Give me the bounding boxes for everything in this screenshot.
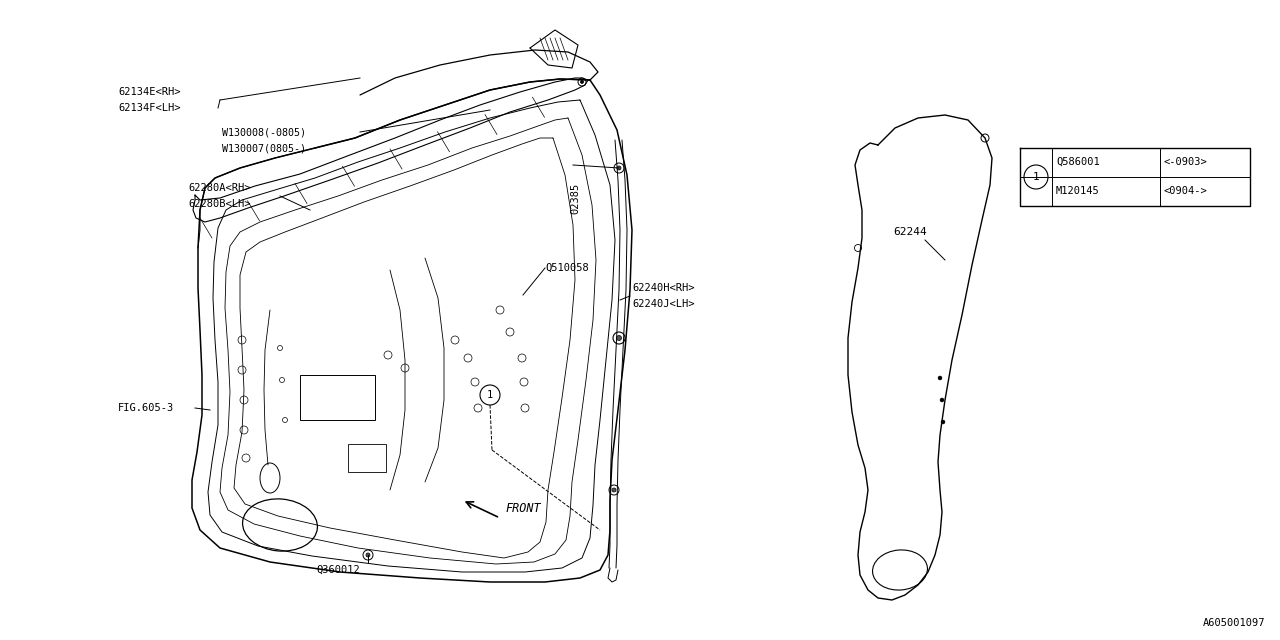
Text: 02385: 02385 <box>570 182 580 214</box>
Text: 1: 1 <box>1033 172 1039 182</box>
Text: 62134E<RH>: 62134E<RH> <box>118 87 180 97</box>
Text: A605001097: A605001097 <box>1202 618 1265 628</box>
Text: 62244: 62244 <box>893 227 927 237</box>
Circle shape <box>941 420 945 424</box>
Circle shape <box>366 553 370 557</box>
Text: FIG.605-3: FIG.605-3 <box>118 403 174 413</box>
Bar <box>300 375 375 420</box>
Text: 62240J<LH>: 62240J<LH> <box>632 299 695 309</box>
Text: 62134F<LH>: 62134F<LH> <box>118 103 180 113</box>
Text: 1: 1 <box>486 390 493 400</box>
Text: Q586001: Q586001 <box>1056 157 1100 167</box>
Circle shape <box>617 335 622 340</box>
Text: <-0903>: <-0903> <box>1164 157 1208 167</box>
Text: 62280A<RH>: 62280A<RH> <box>188 183 251 193</box>
Text: 62280B<LH>: 62280B<LH> <box>188 199 251 209</box>
Circle shape <box>617 166 621 170</box>
Bar <box>348 444 387 472</box>
Text: FRONT: FRONT <box>506 502 540 515</box>
Text: M120145: M120145 <box>1056 186 1100 196</box>
Circle shape <box>940 398 945 402</box>
Circle shape <box>612 488 616 492</box>
Circle shape <box>581 81 584 83</box>
Text: 62240H<RH>: 62240H<RH> <box>632 283 695 293</box>
Circle shape <box>938 376 942 380</box>
Text: W130008(-0805): W130008(-0805) <box>221 127 306 137</box>
Text: Q360012: Q360012 <box>316 565 360 575</box>
Text: W130007(0805-): W130007(0805-) <box>221 143 306 153</box>
Text: Q510058: Q510058 <box>545 263 589 273</box>
Text: <0904->: <0904-> <box>1164 186 1208 196</box>
